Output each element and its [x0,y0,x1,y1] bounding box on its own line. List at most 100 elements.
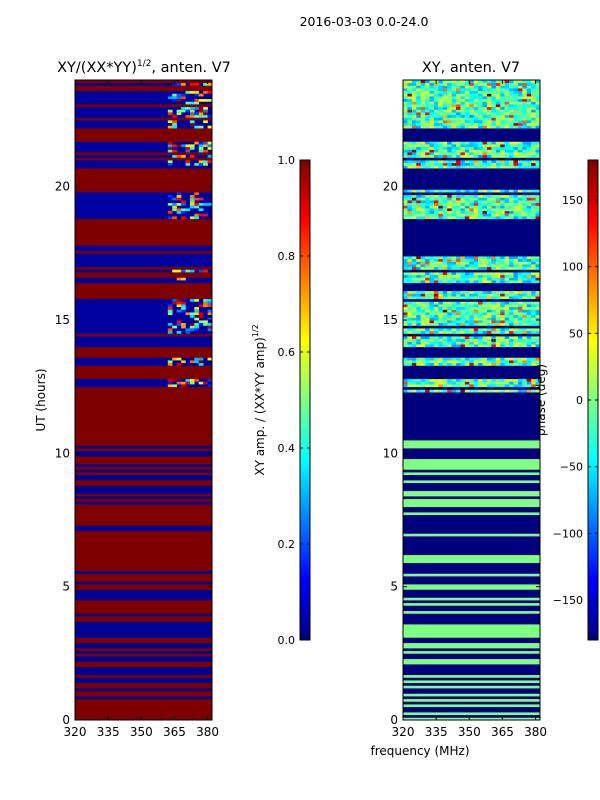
phase-cell [531,200,536,204]
phase-cell [522,160,528,164]
phase-cell [407,357,413,361]
phase-cell [495,90,501,94]
phase-cell [517,88,523,92]
phase-cell [403,274,408,278]
phase-cell [416,120,421,124]
phase-cell [447,208,452,212]
amp-cell [207,114,213,118]
phase-cell [460,304,466,308]
phase-cell [491,98,497,102]
phase-row [403,610,540,614]
phase-cell [473,261,479,265]
amp-row [75,88,212,92]
phase-cell [478,322,483,326]
phase-cell [420,296,426,300]
phase-cell [451,362,457,366]
phase-cell [403,165,408,169]
phase-cell [469,336,475,340]
phase-cell [456,290,461,294]
phase-cell [513,280,519,284]
phase-cell [509,330,514,334]
phase-cell [420,328,426,332]
amp-cell [207,82,213,86]
phase-cell [447,312,452,316]
phase-cell [509,322,514,326]
amp-cell [203,162,208,166]
amp-row [75,688,212,692]
phase-cell [403,258,408,262]
phase-cell [500,312,505,316]
phase-cell [526,146,532,150]
phase-cell [407,266,413,270]
phase-cell [403,205,408,209]
phase-cell [495,293,501,297]
phase-cell [411,90,417,94]
phase-cell [531,328,536,332]
phase-cell [531,274,536,278]
phase-cell [438,104,444,108]
phase-cell [500,104,505,108]
phase-cell [464,98,470,102]
phase-cell [478,357,483,361]
phase-cell [504,341,510,345]
phase-cell [531,317,536,321]
phase-cell [486,296,492,300]
phase-cell [464,80,470,84]
phase-cell [486,189,492,193]
phase-row [403,234,540,238]
phase-cell [531,114,536,118]
phase-cell [535,208,541,212]
phase-cell [403,213,408,217]
phase-cell [429,146,435,150]
phase-cell [420,344,426,348]
phase-cell [478,120,483,124]
phase-cell [438,202,444,206]
phase-cell [407,82,413,86]
phase-cell [535,280,541,284]
phase-cell [416,317,421,321]
phase-cell [500,280,505,284]
phase-cell [491,208,497,212]
phase-cell [447,88,452,92]
phase-cell [504,114,510,118]
phase-cell [522,256,528,260]
amp-cell [203,82,208,86]
phase-cell [416,104,421,108]
phase-cell [482,205,488,209]
amp-row [75,418,212,422]
phase-cell [411,120,417,124]
phase-cell [469,258,475,262]
phase-cell [442,314,448,318]
phase-cell [429,144,435,148]
phase-cell [447,96,452,100]
amp-row [75,232,212,236]
phase-cell [478,152,483,156]
phase-cell [425,189,430,193]
phase-cell [522,90,528,94]
phase-cell [522,109,528,113]
phase-row [403,504,540,508]
phase-cell [509,141,514,145]
phase-cell [491,96,497,100]
phase-cell [513,381,519,385]
phase-row [403,618,540,622]
phase-cell [429,341,435,345]
phase-cell [486,258,492,262]
phase-cell [451,322,457,326]
phase-row [403,232,540,236]
phase-cell [486,200,492,204]
amp-row [75,624,212,628]
phase-cell [456,162,461,166]
phase-cell [509,314,514,318]
amp-row [75,432,212,436]
phase-cell [420,290,426,294]
phase-cell [526,88,532,92]
phase-cell [495,109,501,113]
phase-cell [478,82,483,86]
phase-cell [535,162,541,166]
phase-cell [522,202,528,206]
phase-cell [425,162,430,166]
phase-cell [522,208,528,212]
phase-cell [456,197,461,201]
amp-cell [198,93,204,97]
